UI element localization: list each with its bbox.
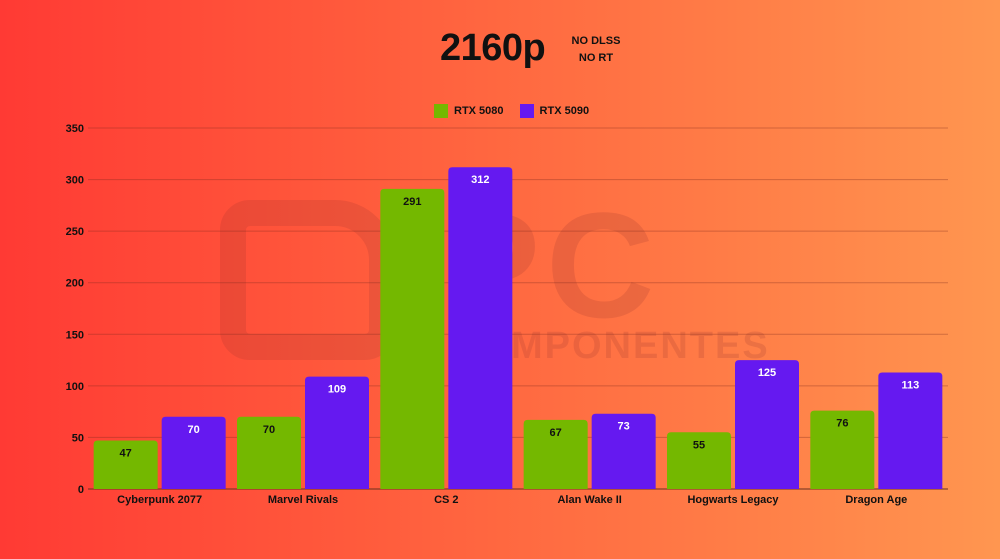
- bar-rtx-5090: [591, 413, 656, 489]
- legend-item-rtx-5080: RTX 5080: [434, 104, 504, 118]
- bar-rtx-5080: [523, 419, 588, 489]
- legend-swatch-rtx-5090: [519, 104, 534, 118]
- subtitle-line-2: NO RT: [578, 52, 614, 64]
- y-tick-label: 350: [66, 123, 84, 135]
- data-label: 55: [693, 439, 705, 451]
- bar-rtx-5080: [237, 416, 301, 489]
- x-tick-label: Cyberpunk 2077: [117, 494, 202, 506]
- bar-rtx-5090: [161, 416, 226, 489]
- data-label: 47: [120, 448, 132, 460]
- legend: RTX 5080 RTX 5090: [434, 104, 589, 118]
- legend-label-rtx-5080: RTX 5080: [454, 105, 504, 117]
- subtitle-line-1: NO DLSS: [571, 35, 621, 47]
- bar-rtx-5080: [93, 440, 158, 489]
- data-label: 76: [836, 418, 848, 430]
- x-tick-label: Marvel Rivals: [268, 494, 338, 506]
- y-tick-label: 0: [78, 484, 84, 496]
- chart-title: 2160p: [440, 27, 546, 69]
- chart-subtitle: NO DLSS NO RT: [566, 33, 626, 67]
- bar-rtx-5090: [305, 376, 369, 489]
- x-tick-label: CS 2: [434, 494, 458, 506]
- y-tick-label: 150: [66, 329, 84, 341]
- bar-rtx-5090: [878, 372, 943, 489]
- x-tick-label: Dragon Age: [845, 494, 907, 506]
- data-label: 67: [550, 427, 562, 439]
- bar-rtx-5080: [380, 188, 445, 489]
- data-label: 291: [403, 196, 421, 208]
- data-label: 73: [618, 421, 630, 433]
- y-tick-label: 200: [66, 278, 84, 290]
- data-label: 125: [758, 367, 776, 379]
- bar-rtx-5090: [448, 167, 513, 490]
- bar-rtx-5090: [735, 360, 799, 489]
- legend-item-rtx-5090: RTX 5090: [519, 104, 590, 118]
- y-tick-label: 100: [66, 381, 84, 393]
- data-label: 70: [263, 424, 275, 436]
- y-tick-label: 250: [66, 226, 84, 238]
- data-label: 113: [901, 379, 919, 391]
- bar-rtx-5080: [810, 410, 875, 489]
- bar-rtx-5080: [667, 432, 731, 489]
- y-tick-label: 300: [66, 175, 84, 187]
- y-tick-label: 50: [72, 432, 84, 444]
- data-label: 109: [328, 384, 346, 396]
- data-label: 312: [471, 174, 489, 186]
- legend-label-rtx-5090: RTX 5090: [539, 105, 590, 117]
- legend-swatch-rtx-5080: [434, 104, 448, 118]
- x-tick-label: Hogwarts Legacy: [687, 494, 779, 506]
- x-tick-label: Alan Wake II: [557, 494, 621, 506]
- data-label: 70: [188, 424, 200, 436]
